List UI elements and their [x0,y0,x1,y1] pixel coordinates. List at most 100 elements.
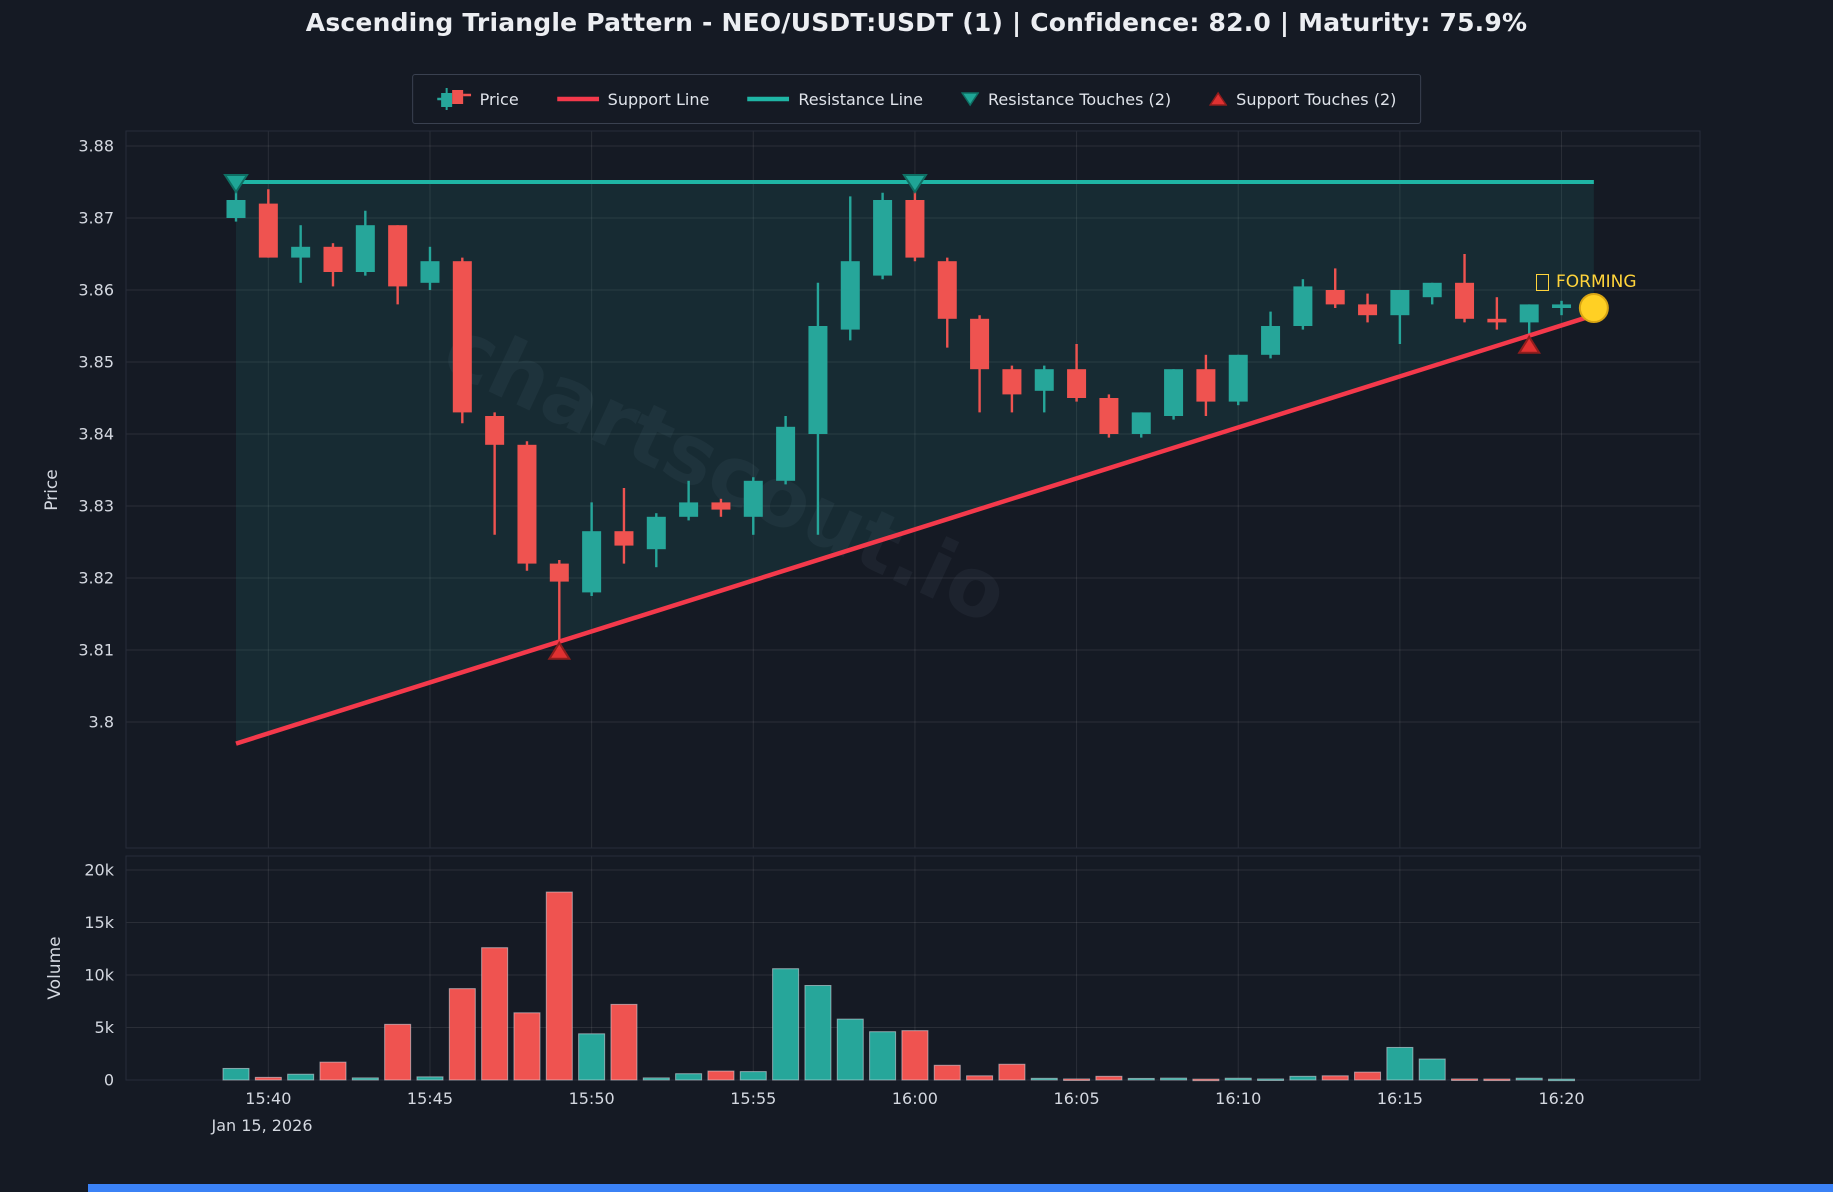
legend-support-touches-label: Support Touches (2) [1236,89,1397,109]
volume-bar [1224,1077,1252,1081]
candle-body [1002,369,1022,395]
volume-tick-label: 10k [84,966,114,985]
volume-bar [933,1064,961,1081]
forming-label: FORMING [1556,272,1637,292]
volume-bar [1160,1077,1188,1081]
candle-body [776,426,796,481]
time-tick-label: 15:50 [569,1089,615,1108]
candle-body [873,200,893,276]
page-title: Ascending Triangle Pattern - NEO/USDT:US… [305,8,1528,37]
volume-bar [1127,1077,1155,1081]
candlestick-icon [436,88,471,110]
volume-bar [416,1076,444,1081]
candle-body [1131,412,1151,434]
volume-bar [610,1003,638,1081]
resistance-touch-marker [902,174,928,194]
volume-tick-label: 0 [104,1071,114,1090]
price-tick-label: 3.81 [78,641,114,660]
volume-bar [513,1012,541,1081]
volume-bar [1192,1078,1220,1082]
candle-body [517,444,537,564]
candle-body [1552,304,1572,308]
support-touch-marker [1517,334,1542,354]
candle-body [420,261,440,283]
candle-body [452,261,472,413]
candle-body [840,261,860,330]
volume-bar [578,1033,606,1081]
candle-body [711,502,731,510]
forming-dot [1578,293,1609,323]
date-label: Jan 15, 2026 [211,1116,313,1135]
price-tick-label: 3.87 [78,209,114,228]
candle-body [905,200,925,258]
volume-bar [836,1018,864,1081]
down-triangle-icon [961,92,980,107]
volume-bar [1257,1078,1285,1081]
candle-body [1390,290,1410,316]
price-tick-label: 3.83 [78,497,114,516]
candle-body [743,480,763,517]
candle-body [1487,318,1507,323]
volume-bar [675,1073,703,1081]
volume-bar [901,1030,929,1081]
candle-body [1358,304,1378,316]
candle-body [679,502,699,517]
volume-bar [739,1071,767,1081]
legend-resistance-label: Resistance Line [798,89,924,109]
price-tick-label: 3.88 [78,137,114,156]
price-tick-label: 3.86 [78,281,114,300]
candle-body [1325,290,1345,305]
volume-bar [1515,1077,1543,1081]
candle-body [808,326,828,434]
volume-bar [1030,1077,1058,1081]
price-axis-title: Price [42,469,62,511]
volume-bar [966,1075,994,1081]
price-plot-border [125,130,1701,849]
forming-glyph-icon [1536,273,1549,291]
candle-body [485,416,505,445]
volume-bar [384,1023,412,1081]
candle-body [388,225,408,287]
price-tick-label: 3.85 [78,353,114,372]
candle-body [291,246,311,258]
volume-bar [481,947,509,1081]
bottom-progress-strip [88,1184,1833,1192]
volume-bar [772,968,800,1081]
volume-tick-label: 20k [84,861,114,880]
legend-price-label: Price [479,89,519,109]
candle-body [1422,282,1442,298]
support-touch-marker [547,640,572,660]
legend-resistance-touches-label: Resistance Touches (2) [988,89,1172,109]
volume-bar [1321,1075,1349,1081]
volume-bar [1548,1078,1576,1082]
volume-bar [448,988,476,1081]
volume-bar [804,985,832,1081]
volume-bar [869,1031,897,1081]
price-tick-label: 3.8 [89,713,114,732]
candle-body [1519,304,1539,323]
candle-body [1034,369,1054,391]
candle-body [1455,282,1475,319]
volume-bar [1354,1071,1382,1081]
volume-bar [254,1076,282,1081]
legend-item-resistance-touches: Resistance Touches (2) [961,90,1171,109]
forming-annotation: FORMING [1536,272,1637,292]
legend-support-label: Support Line [607,89,710,109]
resistance-line-icon [747,96,790,102]
candle-body [970,318,990,370]
time-tick-label: 16:15 [1377,1089,1423,1108]
volume-axis-title: Volume [45,936,65,1000]
candle-body [1228,354,1248,402]
volume-bar [642,1077,670,1081]
volume-tick-label: 5k [95,1018,115,1037]
candle-body [1196,369,1216,402]
time-tick-label: 15:45 [407,1089,453,1108]
support-line [235,313,1595,746]
legend-item-support: Support Line [556,89,710,109]
candle-body [323,246,343,272]
time-tick-label: 16:00 [892,1089,938,1108]
volume-bar [1289,1075,1317,1081]
candle-body [355,225,375,272]
